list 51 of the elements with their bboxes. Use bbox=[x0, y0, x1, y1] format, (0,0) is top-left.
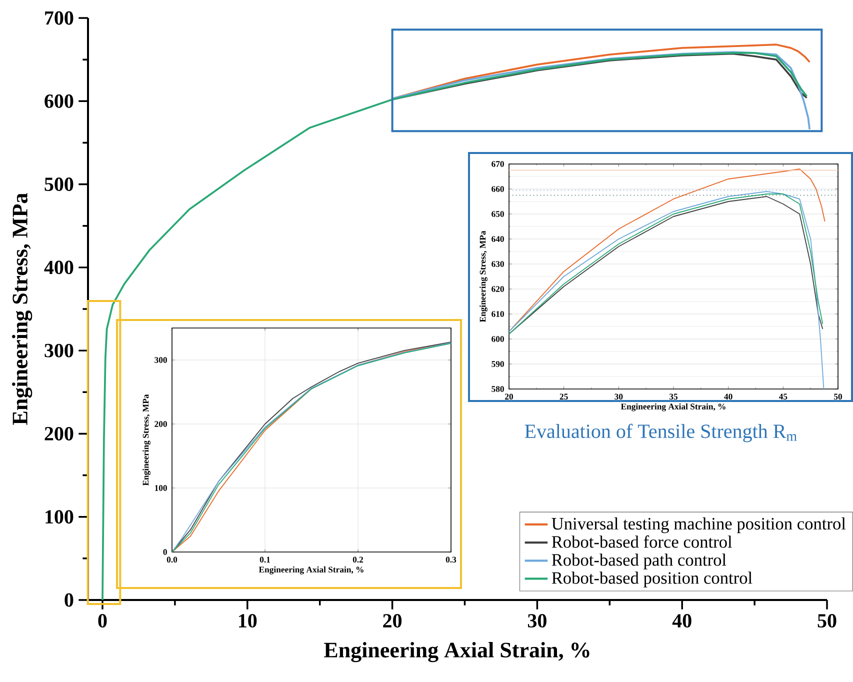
x-tick-label: 35 bbox=[670, 394, 678, 400]
x-tick-label: 40 bbox=[724, 394, 732, 400]
x-tick-label: 45 bbox=[778, 394, 788, 400]
y-tick-label: 100 bbox=[154, 485, 167, 491]
x-tick-label: 0.3 bbox=[446, 556, 456, 563]
x-tick-label: 10 bbox=[239, 614, 257, 628]
x-tick-label: 40 bbox=[672, 614, 692, 628]
y-tick-label: 660 bbox=[492, 186, 504, 192]
y-tick-label: 630 bbox=[492, 261, 504, 267]
y-tick-label: 500 bbox=[44, 178, 74, 192]
y-tick-label: 600 bbox=[492, 336, 504, 342]
y-tick-label: 300 bbox=[154, 357, 167, 363]
y-tick-label: 200 bbox=[154, 421, 167, 427]
y-tick-label: 100 bbox=[46, 510, 74, 524]
x-tick-label: 20 bbox=[505, 394, 513, 400]
y-axis-title: Engineering Stress, MPa bbox=[142, 394, 150, 486]
y-tick-label: 610 bbox=[492, 311, 504, 317]
y-tick-label: 580 bbox=[492, 386, 504, 392]
x-tick-label: 50 bbox=[818, 614, 836, 628]
y-axis-title: Engineering Stress, MPa bbox=[12, 193, 32, 425]
legend-label: Robot-based position control bbox=[552, 572, 752, 588]
y-tick-label: 600 bbox=[44, 94, 74, 108]
y-tick-label: 590 bbox=[492, 361, 504, 367]
y-tick-label: 650 bbox=[492, 211, 504, 217]
y-tick-label: 640 bbox=[492, 236, 504, 242]
x-tick-label: 20 bbox=[383, 614, 402, 628]
x-tick-label: 50 bbox=[834, 394, 842, 400]
legend-label: Robot-based path control bbox=[552, 554, 726, 570]
y-tick-label: 200 bbox=[44, 426, 74, 440]
x-tick-label: 0.2 bbox=[352, 556, 364, 563]
y-tick-label: 0 bbox=[163, 549, 167, 555]
x-tick-label: 0 bbox=[98, 614, 107, 628]
x-axis-title: Engineering Axial Strain, % bbox=[258, 566, 364, 574]
y-tick-label: 670 bbox=[492, 161, 504, 167]
legend-label: Robot-based force control bbox=[552, 535, 732, 548]
x-tick-label: 30 bbox=[614, 394, 623, 400]
x-tick-label: 25 bbox=[560, 394, 568, 400]
legend-label: Universal testing machine position control bbox=[552, 517, 846, 534]
y-tick-label: 620 bbox=[492, 286, 504, 292]
y-tick-label: 700 bbox=[45, 11, 74, 25]
y-axis-title: Engineering Stress, MPa bbox=[480, 230, 488, 322]
y-tick-label: 300 bbox=[44, 344, 74, 358]
x-axis-title: Engineering Axial Strain, % bbox=[324, 642, 590, 662]
y-tick-label: 400 bbox=[44, 260, 74, 274]
x-axis-title: Engineering Axial Strain, % bbox=[620, 403, 726, 412]
line-series bbox=[391, 51, 811, 130]
x-tick-label: 0.0 bbox=[166, 556, 178, 563]
x-tick-label: 0.1 bbox=[260, 556, 270, 563]
y-tick-label: 0 bbox=[64, 593, 74, 607]
annotation: Evaluation of Tensile Strength R$_{m}$ bbox=[524, 424, 797, 442]
x-tick-label: 30 bbox=[528, 614, 546, 628]
